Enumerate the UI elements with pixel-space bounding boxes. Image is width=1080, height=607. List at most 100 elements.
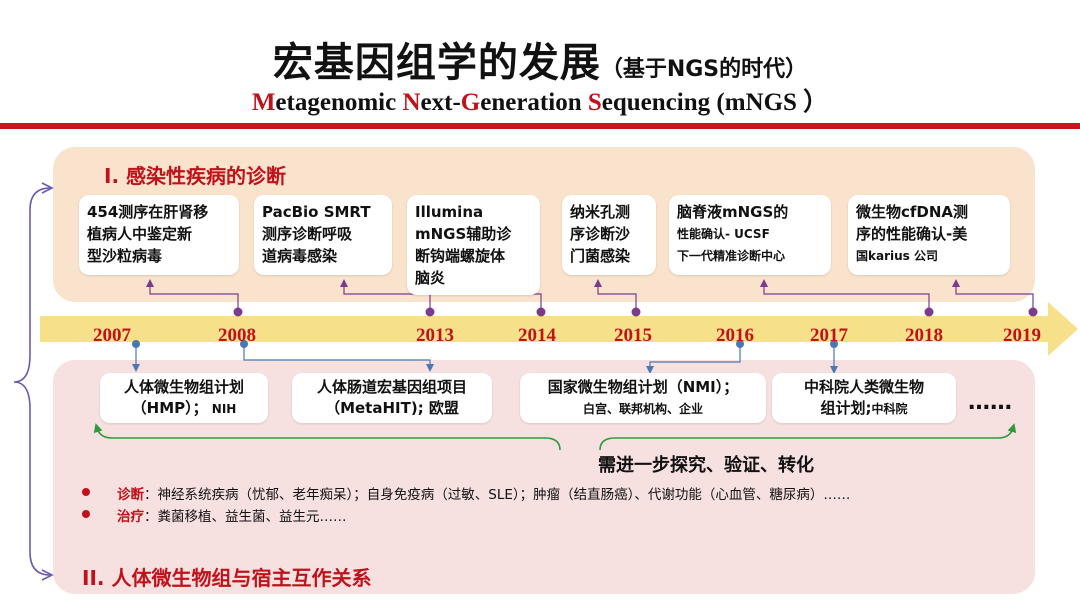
- brace-arrow-bottom-icon: [41, 569, 54, 581]
- subtitle-part-1: etagenomic: [275, 89, 403, 116]
- further-research-note: 需进一步探究、验证、转化: [598, 455, 814, 476]
- event-box-2013: PacBio SMRT 测序诊断呼吸 道病毒感染: [254, 195, 392, 275]
- event-line: 纳米孔测: [570, 203, 631, 221]
- event-line: 下一代精准诊断中心: [677, 249, 786, 263]
- dot-2015: [631, 307, 641, 317]
- bullet-dot-icon: [82, 488, 90, 496]
- bullet-label: 治疗: [117, 509, 144, 525]
- page-subtitle: Metagenomic Next-Generation Sequencing (…: [0, 82, 1080, 118]
- green-arc-left: [93, 423, 561, 451]
- project-box-nmi: 国家微生物组计划（NMI）； 白宫、联邦机构、企业: [520, 373, 766, 423]
- green-arc: [93, 423, 1017, 451]
- project-line: 白宫、联邦机构、企业: [526, 398, 760, 420]
- year-label: 2015: [614, 325, 652, 346]
- event-line: 型沙粒病毒: [87, 247, 163, 265]
- project-line: 人体肠道宏基因组项目: [316, 378, 467, 396]
- event-line: mNGS辅助诊: [415, 225, 512, 243]
- dot-2007: [132, 340, 140, 348]
- subtitle-cap-n: N: [402, 89, 421, 116]
- year-label: 2018: [905, 325, 943, 346]
- bullet-diagnosis: 诊断：神经系统疾病（忧郁、老年痴呆）；自身免疫病（过敏、SLE）；肿瘤（结直肠癌…: [117, 483, 850, 503]
- event-box-2008: 454测序在肝肾移 植病人中鉴定新 型沙粒病毒: [79, 195, 239, 275]
- subtitle-part-2: ext-: [420, 89, 461, 116]
- subtitle-part-4: equencing (mNGS ）: [601, 89, 829, 116]
- event-box-2019: 微生物cfDNA测 序的性能确认-美 国karius 公司: [848, 195, 1010, 275]
- event-line: 性能确认- UCSF: [677, 227, 770, 241]
- dot-2013: [425, 307, 435, 317]
- project-line: （MetaHIT); 欧盟: [298, 398, 486, 420]
- project-line: 组计划;中科院: [778, 398, 950, 420]
- connector-2008-down: [243, 344, 434, 372]
- title-main: 宏基因组学的发展: [272, 40, 601, 86]
- bottom-connectors: [132, 344, 838, 374]
- subtitle-cap-g: G: [460, 89, 481, 116]
- section2-heading: II. 人体微生物组与宿主互作关系: [82, 566, 372, 590]
- title-sub: （基于NGS的时代）: [600, 57, 808, 82]
- timeline-arrow: [40, 302, 1078, 356]
- event-line: 国karius 公司: [856, 249, 938, 263]
- connector-2016-down: [646, 344, 741, 374]
- project-line: 国家微生物组计划（NMI）；: [547, 378, 739, 396]
- event-line: 植病人中鉴定新: [87, 225, 193, 243]
- event-line: 序诊断沙: [570, 225, 631, 243]
- more-ellipsis: ……: [968, 390, 1012, 415]
- green-arc-right: [599, 423, 1017, 451]
- bullet-text: ：粪菌移植、益生菌、益生元……: [144, 509, 347, 525]
- connector-2018: [760, 279, 930, 312]
- year-label: 2014: [518, 325, 556, 346]
- year-label: 2019: [1003, 325, 1041, 346]
- event-line: 微生物cfDNA测: [856, 203, 969, 221]
- project-line-part: （HMP）；: [131, 399, 208, 417]
- subtitle-part-3: eneration: [480, 89, 588, 116]
- brace-arrow-top-icon: [41, 182, 54, 194]
- dot-2008: [233, 307, 243, 317]
- title-divider: [0, 123, 1080, 129]
- event-line: 序的性能确认-美: [856, 225, 968, 243]
- bullet-treatment: 治疗：粪菌移植、益生菌、益生元……: [117, 505, 347, 525]
- dot-2017: [830, 340, 838, 348]
- connector-2015: [594, 279, 637, 312]
- top-connector-dots: [233, 307, 1038, 317]
- event-line: 断钩端螺旋体: [415, 247, 506, 265]
- bottom-connector-dots: [132, 340, 838, 348]
- left-brace-icon: [13, 187, 51, 576]
- project-box-metahit: 人体肠道宏基因组项目 （MetaHIT); 欧盟: [292, 373, 492, 423]
- event-line: 门菌感染: [570, 247, 631, 265]
- project-line: （HMP）； NIH: [106, 398, 262, 420]
- event-line: 道病毒感染: [262, 247, 338, 265]
- event-line: Illumina: [415, 203, 484, 221]
- year-label: 2008: [218, 325, 256, 346]
- project-box-hmp: 人体微生物组计划 （HMP）； NIH: [100, 373, 268, 423]
- bullet-label: 诊断: [117, 487, 144, 503]
- event-box-2015: 纳米孔测 序诊断沙 门菌感染: [562, 195, 656, 275]
- subtitle-cap-m: M: [251, 89, 276, 116]
- bullet-text: ：神经系统疾病（忧郁、老年痴呆）；自身免疫病（过敏、SLE）；肿瘤（结直肠癌）、…: [144, 487, 851, 503]
- project-line-part: 白宫、联邦机构、企业: [582, 402, 703, 416]
- dot-2014: [536, 307, 546, 317]
- dot-2016: [736, 340, 744, 348]
- bullet-dot-icon: [82, 510, 90, 518]
- section1-heading: I. 感染性疾病的诊断: [104, 164, 287, 188]
- dot-2008-b: [240, 340, 248, 348]
- project-line: 人体微生物组计划: [123, 378, 244, 396]
- dot-2019: [1028, 307, 1038, 317]
- event-line: 脑炎: [415, 269, 446, 287]
- event-line: 测序诊断呼吸: [262, 225, 353, 243]
- connector-2013: [340, 279, 431, 312]
- timeline-arrow-shape: [40, 302, 1078, 356]
- year-label: 2007: [93, 325, 131, 346]
- project-line: 中科院人类微生物: [803, 378, 924, 396]
- event-line: 脑脊液mNGS的: [677, 203, 789, 221]
- top-connectors: [146, 279, 1034, 312]
- year-label: 2017: [810, 325, 848, 346]
- year-label: 2016: [716, 325, 754, 346]
- connector-2008: [146, 279, 239, 312]
- event-box-2014: Illumina mNGS辅助诊 断钩端螺旋体 脑炎: [407, 195, 540, 295]
- project-box-cas: 中科院人类微生物 组计划;中科院: [772, 373, 956, 423]
- page-title: 宏基因组学的发展（基于NGS的时代）: [0, 30, 1080, 88]
- connector-2019: [952, 279, 1034, 312]
- project-line-part: NIH: [207, 402, 237, 416]
- project-line-part: 组计划;: [820, 399, 872, 417]
- event-line: PacBio SMRT: [262, 203, 371, 221]
